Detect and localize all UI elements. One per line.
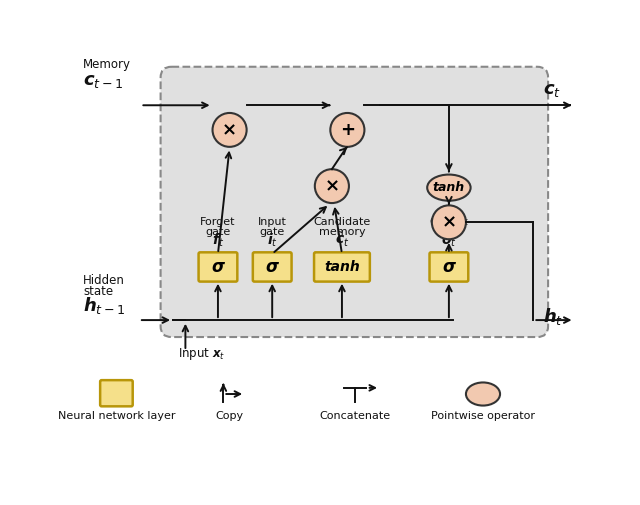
- Text: $\boldsymbol{h}_t$: $\boldsymbol{h}_t$: [543, 307, 564, 327]
- FancyBboxPatch shape: [100, 380, 132, 407]
- Text: gate: gate: [436, 227, 461, 237]
- Text: tanh: tanh: [433, 181, 465, 194]
- Text: $\boldsymbol{c}_t$: $\boldsymbol{c}_t$: [543, 81, 562, 99]
- Text: Pointwise operator: Pointwise operator: [431, 411, 535, 421]
- Text: $\tilde{\boldsymbol{c}}_t$: $\tilde{\boldsymbol{c}}_t$: [335, 231, 349, 249]
- Text: ×: ×: [222, 121, 237, 139]
- Circle shape: [315, 169, 349, 203]
- Text: Memory: Memory: [83, 58, 131, 71]
- Text: Neural network layer: Neural network layer: [58, 411, 175, 421]
- Text: Input: Input: [258, 217, 287, 227]
- Text: Forget: Forget: [200, 217, 236, 227]
- Text: σ: σ: [266, 258, 278, 276]
- Text: σ: σ: [442, 258, 456, 276]
- Text: Output: Output: [429, 217, 468, 227]
- Circle shape: [432, 206, 466, 239]
- Text: +: +: [340, 121, 355, 139]
- Text: ×: ×: [324, 177, 339, 195]
- Text: ×: ×: [442, 213, 456, 231]
- FancyBboxPatch shape: [161, 67, 548, 337]
- FancyBboxPatch shape: [198, 252, 237, 282]
- FancyBboxPatch shape: [429, 252, 468, 282]
- Text: state: state: [83, 285, 113, 298]
- Text: gate: gate: [260, 227, 285, 237]
- Text: $\boldsymbol{c}_{t-1}$: $\boldsymbol{c}_{t-1}$: [83, 72, 124, 90]
- Text: Concatenate: Concatenate: [319, 411, 390, 421]
- Circle shape: [330, 113, 364, 147]
- Ellipse shape: [466, 382, 500, 406]
- Text: memory: memory: [319, 227, 365, 237]
- Text: $\boldsymbol{i}_t$: $\boldsymbol{i}_t$: [267, 232, 278, 249]
- Text: Candidate: Candidate: [314, 217, 371, 227]
- Text: σ: σ: [211, 258, 225, 276]
- Text: Input $\boldsymbol{x}_t$: Input $\boldsymbol{x}_t$: [178, 346, 225, 362]
- FancyBboxPatch shape: [314, 252, 370, 282]
- Text: Hidden: Hidden: [83, 274, 125, 287]
- Circle shape: [212, 113, 246, 147]
- Text: Copy: Copy: [216, 411, 244, 421]
- Text: $\boldsymbol{h}_{t-1}$: $\boldsymbol{h}_{t-1}$: [83, 295, 125, 316]
- Text: gate: gate: [205, 227, 230, 237]
- Text: $\boldsymbol{f}_t$: $\boldsymbol{f}_t$: [212, 232, 224, 249]
- Text: tanh: tanh: [324, 260, 360, 274]
- Ellipse shape: [428, 175, 470, 201]
- FancyBboxPatch shape: [253, 252, 292, 282]
- Text: $\boldsymbol{o}_t$: $\boldsymbol{o}_t$: [441, 235, 457, 249]
